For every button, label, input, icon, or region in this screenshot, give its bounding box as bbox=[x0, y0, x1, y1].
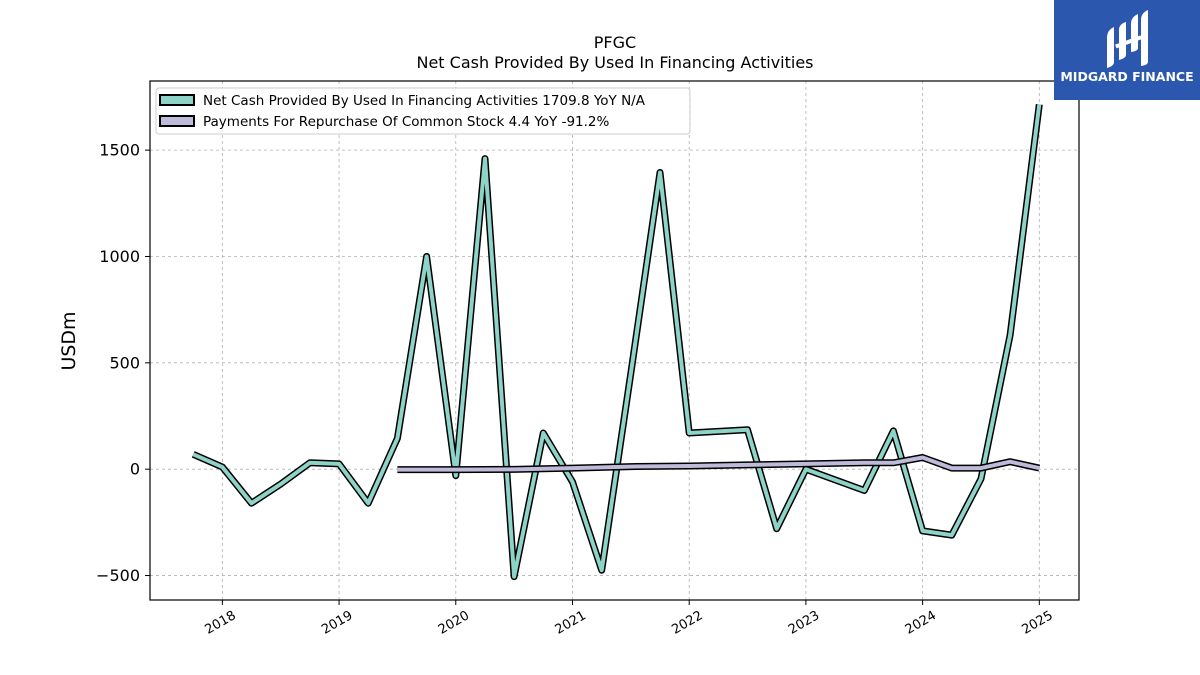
y-tick-label: 0 bbox=[130, 460, 140, 479]
midgard-finance-logo: MIDGARD FINANCE bbox=[1054, 0, 1200, 100]
x-tick-label: 2020 bbox=[436, 608, 472, 638]
chart-title: PFGC bbox=[594, 33, 636, 52]
chart-subtitle: Net Cash Provided By Used In Financing A… bbox=[416, 53, 813, 72]
logo-mark-icon bbox=[1107, 10, 1148, 68]
x-tick-label: 2021 bbox=[553, 608, 589, 638]
series-0-group bbox=[191, 103, 1043, 581]
legend-swatch-net-cash bbox=[159, 94, 195, 106]
legend: Net Cash Provided By Used In Financing A… bbox=[155, 87, 691, 135]
x-tick-label: 2019 bbox=[319, 608, 355, 638]
x-tick-label: 2024 bbox=[903, 608, 939, 638]
legend-label-repurchase: Payments For Repurchase Of Common Stock … bbox=[203, 114, 610, 130]
y-tick-label: −500 bbox=[96, 566, 140, 585]
logo-text: MIDGARD FINANCE bbox=[1060, 69, 1193, 84]
y-tick-label: 1000 bbox=[99, 247, 140, 266]
x-axis-ticks: 2018 2019 2020 2021 2022 2023 2024 2025 bbox=[203, 600, 1056, 638]
series-0-outline bbox=[191, 103, 1043, 581]
logo-background bbox=[1054, 0, 1200, 100]
legend-label-net-cash: Net Cash Provided By Used In Financing A… bbox=[203, 93, 646, 109]
plot-frame bbox=[149, 80, 1080, 601]
legend-box bbox=[155, 87, 691, 135]
series-lines bbox=[191, 103, 1043, 581]
x-tick-label: 2023 bbox=[786, 608, 822, 638]
y-axis-ticks: −500 0 500 1000 1500 bbox=[96, 141, 150, 585]
series-0-line bbox=[192, 104, 1042, 579]
series-1-group bbox=[397, 454, 1041, 474]
y-axis-label: USDm bbox=[58, 311, 80, 370]
y-tick-label: 500 bbox=[109, 353, 140, 372]
x-tick-label: 2022 bbox=[669, 608, 705, 638]
x-tick-label: 2018 bbox=[203, 608, 239, 638]
grid-lines bbox=[150, 81, 1079, 600]
x-tick-label: 2025 bbox=[1019, 608, 1055, 638]
y-tick-label: 1500 bbox=[99, 141, 140, 160]
legend-swatch-repurchase bbox=[159, 115, 195, 127]
series-1-line bbox=[397, 455, 1040, 472]
